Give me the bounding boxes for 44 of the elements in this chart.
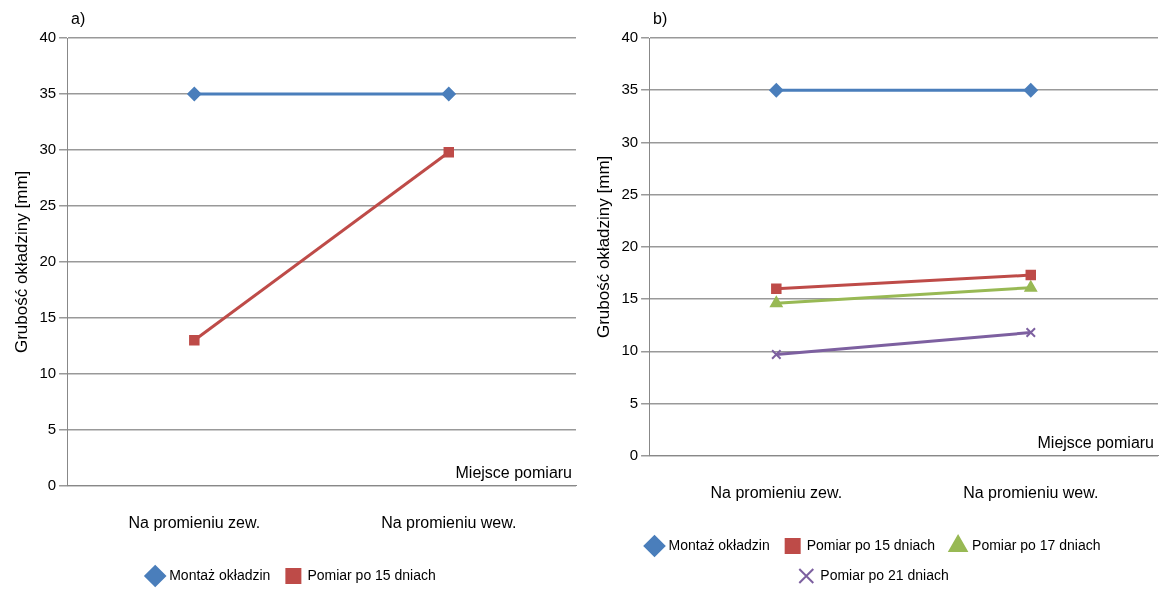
point [771, 349, 782, 360]
legend-label: Pomiar po 15 dniach [806, 536, 936, 553]
y-tick-label: 15 [39, 308, 57, 326]
legend-label: Pomiar po 21 dniach [820, 566, 949, 583]
y-tick-label: 35 [621, 80, 639, 98]
chart-title: b) [653, 10, 668, 28]
point [769, 83, 784, 98]
point [187, 86, 202, 101]
y-tick-label: 30 [39, 140, 57, 158]
point [1025, 327, 1037, 338]
y-tick-label: 10 [621, 341, 639, 359]
y-tick-label: 5 [47, 419, 57, 437]
y-tick-label: 25 [621, 184, 639, 202]
point [1025, 269, 1037, 281]
y-tick-label: 20 [39, 252, 57, 270]
x-tick-label: Na promieniu zew. [128, 513, 261, 531]
y-axis-title: Grubość okładziny [mm] [11, 170, 31, 354]
y-tick-label: 10 [39, 363, 57, 381]
x-axis-title: Miejsce pomiaru [455, 464, 572, 482]
point [1023, 83, 1038, 98]
legend-label: Pomiar po 17 dniach [972, 536, 1101, 553]
y-tick-label: 30 [621, 132, 639, 150]
legend-label: Montaż okładzin [668, 536, 770, 553]
y-tick-label: 40 [621, 28, 639, 46]
point [189, 335, 200, 346]
point [771, 283, 782, 294]
y-tick-label: 25 [39, 196, 57, 214]
x-tick-label: Na promieniu wew. [963, 483, 1099, 501]
x-axis-title: Miejsce pomiaru [1037, 434, 1154, 452]
legend-label: Pomiar po 15 dniach [307, 566, 436, 583]
y-tick-label: 0 [629, 445, 639, 463]
point [441, 86, 456, 101]
legend-label: Montaż okładzin [169, 566, 271, 583]
x-tick-label: Na promieniu wew. [381, 513, 517, 531]
y-tick-label: 20 [621, 237, 639, 255]
y-axis-title: Grubość okładziny [mm] [593, 155, 613, 339]
y-tick-label: 5 [629, 393, 639, 411]
y-tick-label: 15 [621, 289, 639, 307]
y-tick-label: 0 [47, 475, 57, 493]
point [443, 146, 455, 158]
y-tick-label: 40 [39, 28, 57, 46]
chart-title: a) [71, 10, 86, 28]
x-tick-label: Na promieniu zew. [710, 483, 843, 501]
y-tick-label: 35 [39, 84, 57, 102]
